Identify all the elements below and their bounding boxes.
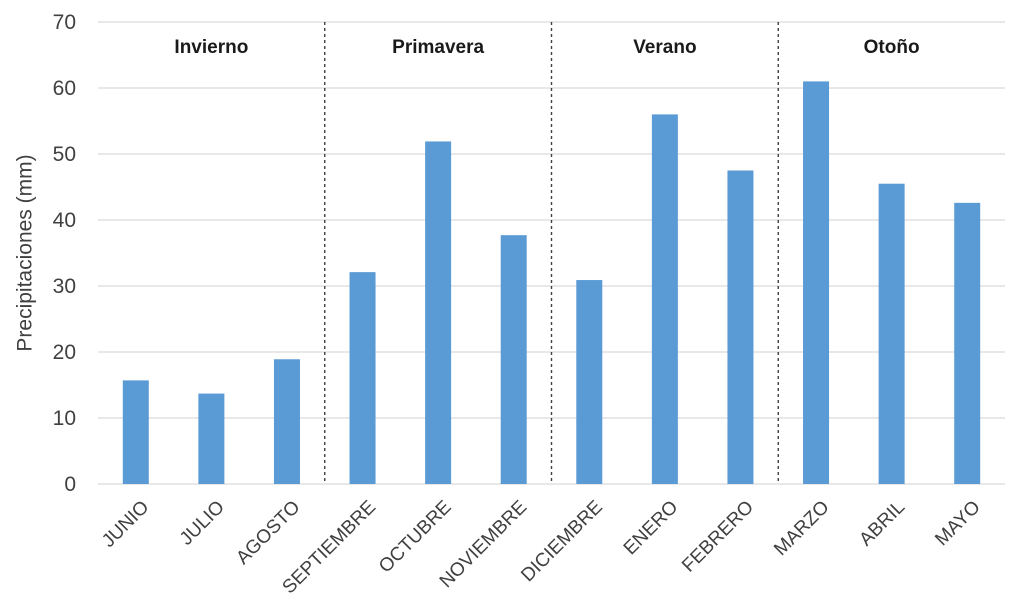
- x-tick-label: MARZO: [770, 497, 833, 560]
- y-tick-label: 30: [53, 275, 76, 298]
- bar-diciembre: [576, 280, 603, 484]
- x-tick-label: JUNIO: [98, 497, 153, 552]
- season-label: Verano: [633, 37, 696, 58]
- x-tick-label: MAYO: [931, 497, 984, 550]
- bar-marzo: [803, 81, 830, 485]
- x-tick-label: ENERO: [620, 497, 683, 560]
- season-label: Invierno: [174, 37, 248, 58]
- x-tick-label: JULIO: [176, 497, 229, 550]
- x-tick-label: DICIEMBRE: [517, 497, 607, 587]
- y-tick-label: 40: [53, 209, 76, 232]
- bar-agosto: [273, 359, 300, 484]
- y-tick-label: 70: [53, 11, 76, 34]
- bar-octubre: [425, 141, 452, 484]
- bar-febrero: [727, 170, 754, 484]
- y-tick-label: 10: [53, 407, 76, 430]
- y-tick-label: 60: [53, 77, 76, 100]
- bar-septiembre: [349, 272, 376, 484]
- y-axis-ticks: 0 10 20 30 40 50 60 70: [53, 11, 76, 496]
- x-tick-label: AGOSTO: [232, 497, 304, 569]
- bars: [122, 81, 981, 485]
- x-tick-label: ABRIL: [855, 497, 909, 551]
- y-tick-label: 0: [64, 473, 76, 496]
- bar-mayo: [954, 202, 981, 484]
- bar-julio: [198, 393, 225, 484]
- bar-noviembre: [500, 235, 527, 484]
- bar-junio: [122, 380, 149, 484]
- season-label: Primavera: [392, 37, 484, 58]
- y-tick-label: 50: [53, 143, 76, 166]
- bar-abril: [878, 183, 905, 484]
- bar-enero: [651, 114, 678, 485]
- season-labels: Invierno Primavera Verano Otoño: [174, 37, 919, 58]
- y-tick-label: 20: [53, 341, 76, 364]
- season-dividers: [324, 22, 779, 484]
- x-tick-label: OCTUBRE: [375, 497, 456, 578]
- x-axis-labels: JUNIO JULIO AGOSTOSEPTIEMBREOCTUBRENOVIEMB…: [98, 497, 985, 598]
- y-axis-title: Precipitaciones (mm): [14, 154, 37, 351]
- season-label: Otoño: [864, 37, 920, 58]
- x-tick-label: FEBRERO: [678, 497, 758, 577]
